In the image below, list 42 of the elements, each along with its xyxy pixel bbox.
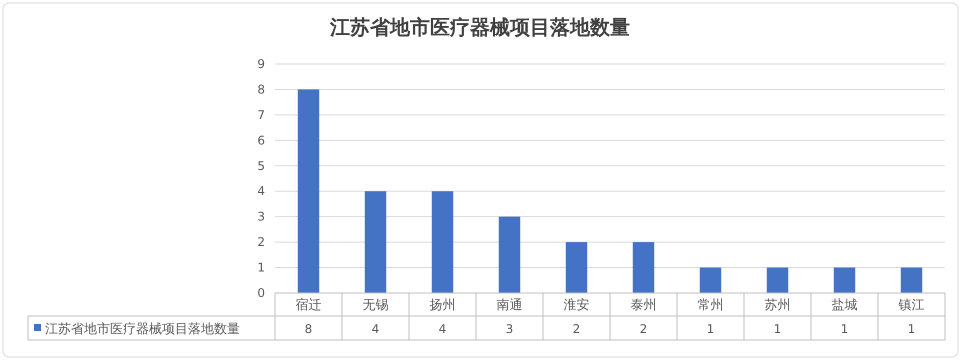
y-tick-label: 9 xyxy=(257,57,265,71)
data-label: 1 xyxy=(774,322,782,336)
data-label: 1 xyxy=(840,322,848,336)
y-tick-label: 6 xyxy=(257,133,265,148)
data-label: 1 xyxy=(908,322,916,336)
data-label: 3 xyxy=(506,322,514,336)
bar xyxy=(700,268,722,293)
legend-label: 江苏省地市医疗器械项目落地数量 xyxy=(45,322,240,337)
y-tick-label: 4 xyxy=(257,184,265,198)
bar xyxy=(432,191,454,293)
data-label: 8 xyxy=(304,322,312,336)
x-tick-label: 扬州 xyxy=(430,298,456,313)
x-tick-label: 镇江 xyxy=(898,298,924,313)
x-tick-label: 南通 xyxy=(496,298,522,313)
bar xyxy=(298,89,320,293)
bar xyxy=(364,191,386,293)
x-tick-label: 无锡 xyxy=(362,298,388,313)
y-tick-label: 0 xyxy=(257,286,265,300)
bar xyxy=(766,268,788,293)
data-label: 2 xyxy=(640,322,648,336)
y-tick-label: 2 xyxy=(257,235,265,250)
bar xyxy=(900,268,922,293)
y-tick-label: 1 xyxy=(257,260,265,275)
y-tick-label: 3 xyxy=(257,210,265,224)
x-tick-label: 盐城 xyxy=(832,298,858,313)
data-label: 4 xyxy=(372,322,380,336)
data-label: 2 xyxy=(572,322,580,336)
bar xyxy=(498,216,520,293)
data-label: 4 xyxy=(438,322,446,336)
y-tick-label: 8 xyxy=(257,82,265,96)
y-tick-label: 7 xyxy=(257,108,265,122)
bar xyxy=(834,268,856,293)
x-tick-label: 宿迁 xyxy=(296,297,322,313)
x-tick-label: 常州 xyxy=(698,298,724,313)
title: 江苏省地市医疗器械项目落地数量 xyxy=(330,15,630,39)
x-tick-label: 泰州 xyxy=(630,298,656,313)
data-label: 1 xyxy=(706,322,714,336)
y-tick-label: 5 xyxy=(257,158,265,173)
bar xyxy=(566,242,588,293)
x-tick-label: 苏州 xyxy=(764,298,790,313)
x-tick-label: 淮安 xyxy=(564,297,590,313)
bar xyxy=(632,242,654,293)
